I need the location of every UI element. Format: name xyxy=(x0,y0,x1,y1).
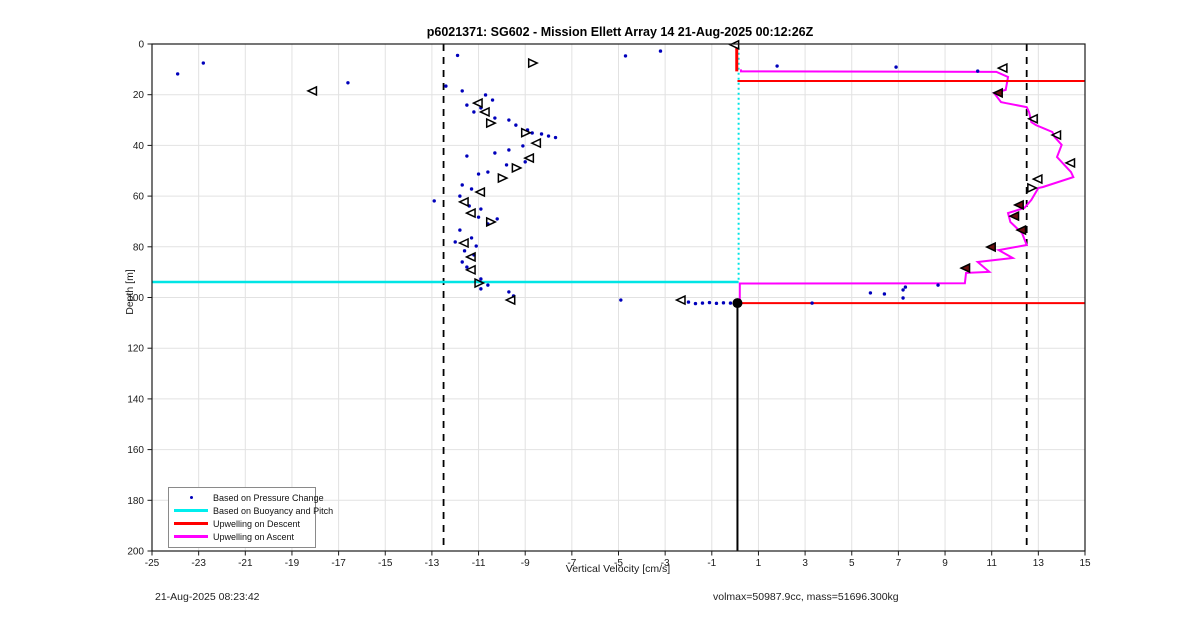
x-tick-label: -5 xyxy=(614,558,623,569)
x-tick-label: -19 xyxy=(285,558,300,569)
legend-label: Upwelling on Descent xyxy=(213,518,301,529)
pressure-dots-series xyxy=(175,49,980,306)
apogee-marker xyxy=(732,298,743,309)
x-tick-label: -23 xyxy=(191,558,206,569)
x-tick-label: -13 xyxy=(425,558,440,569)
legend-label: Based on Pressure Change xyxy=(213,492,324,503)
y-axis-label: Depth [m] xyxy=(124,269,136,315)
x-tick-label: 9 xyxy=(942,558,948,569)
x-tick-label: -17 xyxy=(331,558,346,569)
x-axis-label: Vertical Velocity [cm/s] xyxy=(565,563,671,575)
x-tick-label: -11 xyxy=(472,558,486,569)
x-tick-label: -3 xyxy=(661,558,670,569)
legend-line-marker-icon xyxy=(169,509,213,512)
legend-line-marker-icon xyxy=(169,535,213,538)
y-tick-label: 60 xyxy=(133,192,145,203)
legend-item-buoyancy: Based on Buoyancy and Pitch xyxy=(169,504,333,517)
chart-title: p6021371: SG602 - Mission Ellett Array 1… xyxy=(426,25,814,39)
volmax-mass-text: volmax=50987.9cc, mass=51696.300kg xyxy=(713,591,899,603)
y-tick-label: 40 xyxy=(133,141,145,152)
legend-dot-marker-icon xyxy=(169,496,213,499)
x-tick-label: 7 xyxy=(896,558,902,569)
x-tick-label: -9 xyxy=(521,558,530,569)
x-tick-label: -25 xyxy=(145,558,160,569)
x-tick-label: -1 xyxy=(707,558,716,569)
y-tick-label: 0 xyxy=(138,40,144,51)
y-tick-label: 140 xyxy=(127,394,144,405)
x-tick-label: 5 xyxy=(849,558,855,569)
y-tick-label: 100 xyxy=(127,293,144,304)
x-tick-label: 11 xyxy=(987,558,998,569)
y-tick-label: 180 xyxy=(127,496,144,507)
ascent-line xyxy=(738,69,1075,303)
legend: Based on Pressure Change Based on Buoyan… xyxy=(168,487,333,548)
descent-lines xyxy=(735,47,1085,305)
plot-generated-timestamp: 21-Aug-2025 08:23:42 xyxy=(155,591,260,603)
legend-label: Upwelling on Ascent xyxy=(213,531,295,542)
y-tick-label: 200 xyxy=(127,547,144,558)
grid-lines xyxy=(152,44,1085,551)
axis-ticks: -25 -23 -21 -19 -17 -15 -13 -11 -9 -7 -5 -3 -1 1 3 5 7 9 1… xyxy=(127,40,1091,570)
legend-item-pressure: Based on Pressure Change xyxy=(169,491,324,504)
legend-label: Based on Buoyancy and Pitch xyxy=(213,505,334,516)
legend-line-marker-icon xyxy=(169,522,213,525)
x-tick-label: -7 xyxy=(567,558,576,569)
x-tick-label: 3 xyxy=(802,558,808,569)
x-tick-label: -21 xyxy=(238,558,253,569)
legend-item-ascent: Upwelling on Ascent xyxy=(169,530,315,543)
dashed-guide-lines xyxy=(442,44,1028,551)
x-tick-label: -15 xyxy=(378,558,393,569)
y-tick-label: 20 xyxy=(133,90,145,101)
triangle-markers xyxy=(306,39,1076,306)
x-tick-label: 15 xyxy=(1079,558,1091,569)
y-tick-label: 160 xyxy=(127,445,144,456)
y-tick-label: 120 xyxy=(127,344,144,355)
y-tick-label: 80 xyxy=(133,242,145,253)
buoyancy-line xyxy=(152,47,740,284)
x-tick-label: 13 xyxy=(1033,558,1045,569)
legend-item-descent: Upwelling on Descent xyxy=(169,517,315,530)
x-tick-label: 1 xyxy=(756,558,762,569)
